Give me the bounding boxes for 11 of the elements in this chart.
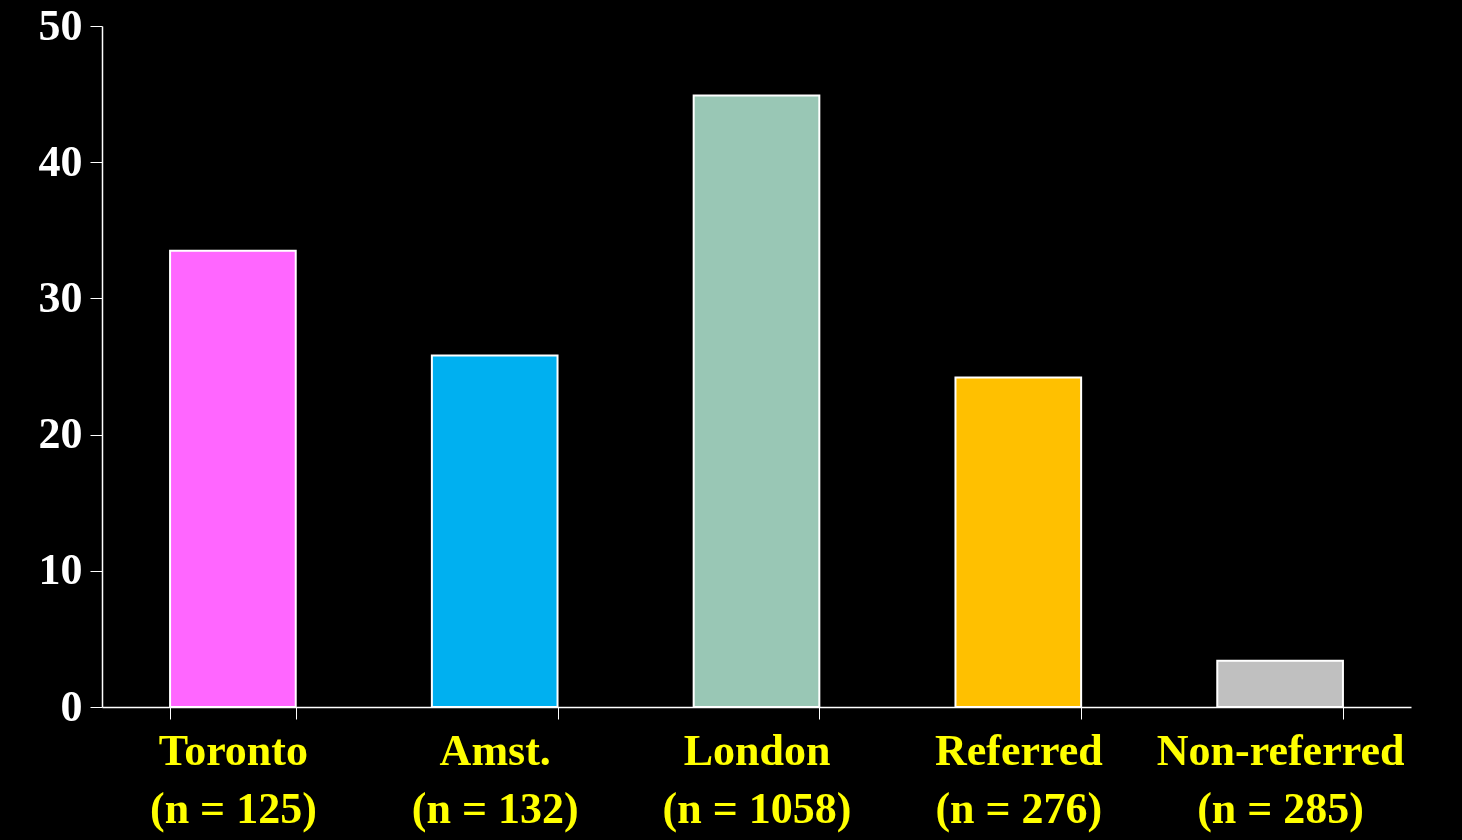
y-tick-label: 40 — [38, 136, 83, 186]
y-tick-label: 20 — [38, 409, 83, 459]
x-tick-label: Amst. (n = 132) — [411, 725, 579, 833]
x-tick-label: Non-referred (n = 285) — [1156, 725, 1405, 833]
x-tick-label: Referred (n = 276) — [934, 725, 1103, 833]
y-tick-label: 0 — [60, 681, 83, 731]
y-tick-label: 30 — [38, 272, 83, 322]
x-tick-label: London (n = 1058) — [662, 725, 852, 833]
y-tick-label: 50 — [38, 0, 83, 50]
y-tick-label: 10 — [38, 545, 83, 595]
x-tick-label: Toronto (n = 125) — [149, 725, 317, 833]
